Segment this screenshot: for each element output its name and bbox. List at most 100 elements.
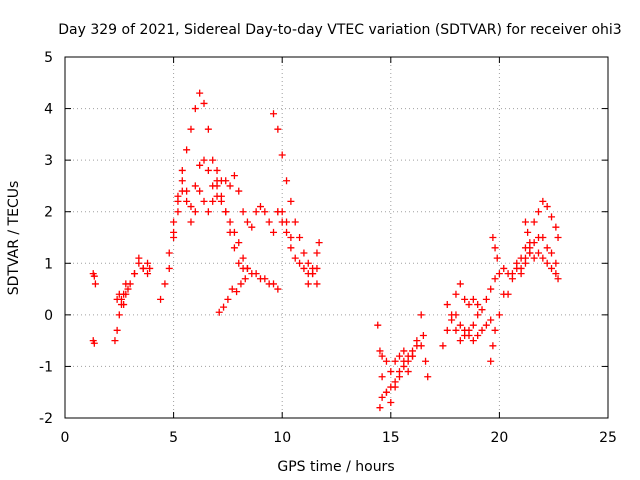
data-point: [439, 342, 447, 350]
data-point: [400, 357, 408, 365]
data-point: [124, 285, 132, 293]
data-point: [170, 228, 178, 236]
data-point: [291, 254, 299, 262]
data-point: [287, 197, 295, 205]
series-s19: [439, 264, 512, 350]
data-point: [235, 259, 243, 267]
data-point: [465, 326, 473, 334]
data-point: [309, 264, 317, 272]
data-point: [209, 197, 217, 205]
data-point: [248, 223, 256, 231]
data-point: [382, 357, 390, 365]
data-point: [165, 264, 173, 272]
data-point: [304, 280, 312, 288]
series-s17: [378, 337, 421, 376]
data-point: [220, 303, 228, 311]
data-point: [374, 321, 382, 329]
data-point: [378, 373, 386, 381]
data-point: [239, 254, 247, 262]
data-point: [456, 337, 464, 345]
series-s16: [376, 352, 417, 412]
data-point: [504, 290, 512, 298]
series-s23: [489, 234, 501, 262]
data-point: [187, 125, 195, 133]
data-point: [474, 301, 482, 309]
data-point: [265, 218, 273, 226]
data-point: [482, 295, 490, 303]
data-point: [487, 285, 495, 293]
data-point: [530, 218, 538, 226]
data-point: [241, 275, 249, 283]
data-point: [508, 275, 516, 283]
data-point: [283, 177, 291, 185]
data-point: [419, 331, 427, 339]
data-point: [183, 146, 191, 154]
data-point: [144, 270, 152, 278]
data-point: [252, 208, 260, 216]
data-point: [111, 337, 119, 345]
data-point: [233, 288, 241, 296]
data-point: [417, 311, 425, 319]
data-point: [183, 197, 191, 205]
data-point: [235, 187, 243, 195]
data-point: [200, 99, 208, 107]
data-point: [274, 285, 282, 293]
data-point: [400, 347, 408, 355]
series-s8: [165, 156, 221, 272]
plot-frame: [64, 56, 609, 419]
data-point: [404, 352, 412, 360]
data-point: [196, 187, 204, 195]
data-point: [443, 326, 451, 334]
data-point: [187, 203, 195, 211]
data-point: [213, 166, 221, 174]
series-s20: [443, 301, 495, 345]
data-point: [478, 306, 486, 314]
data-point: [115, 311, 123, 319]
data-point: [391, 357, 399, 365]
data-point: [539, 234, 547, 241]
data-point: [157, 295, 165, 303]
data-point: [146, 264, 154, 272]
data-point: [443, 301, 451, 309]
data-point: [200, 197, 208, 205]
data-point: [474, 311, 482, 319]
x-tick-label: 5: [169, 430, 178, 446]
data-point: [543, 259, 551, 267]
data-point: [548, 249, 556, 257]
data-point: [313, 249, 321, 257]
data-point: [230, 172, 238, 180]
data-point: [296, 259, 304, 267]
data-point: [287, 234, 295, 241]
data-point: [487, 316, 495, 324]
data-point: [469, 321, 477, 329]
data-point: [469, 337, 477, 345]
data-point: [469, 295, 477, 303]
series-s11: [215, 275, 249, 316]
y-tick-label: -2: [39, 411, 53, 427]
data-point: [474, 331, 482, 339]
data-point: [521, 254, 529, 262]
data-point: [489, 342, 497, 350]
data-point: [278, 218, 286, 226]
x-tick-label: 0: [61, 430, 70, 446]
data-point: [409, 347, 417, 355]
data-point: [226, 228, 234, 236]
data-point: [554, 234, 562, 241]
x-tick-label: 20: [490, 430, 508, 446]
data-point: [413, 337, 421, 345]
data-point: [226, 218, 234, 226]
data-point: [174, 208, 182, 216]
data-point: [178, 177, 186, 185]
data-point: [174, 197, 182, 205]
data-point: [552, 259, 560, 267]
data-point: [382, 388, 390, 396]
data-point: [526, 239, 534, 247]
data-point: [204, 125, 212, 133]
data-point: [256, 203, 264, 211]
data-point: [534, 208, 542, 216]
data-point: [235, 239, 243, 247]
data-point: [456, 321, 464, 329]
series-s21: [452, 280, 482, 309]
data-point: [215, 308, 223, 316]
data-point: [376, 404, 384, 412]
